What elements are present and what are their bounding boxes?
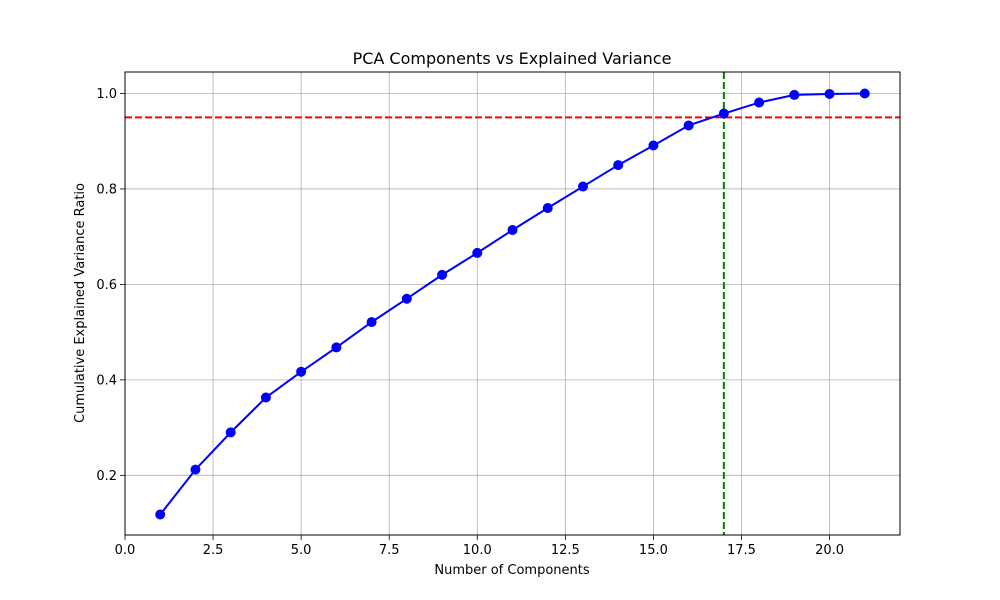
- data-point: [366, 317, 377, 328]
- y-tick-label: 0.2: [96, 469, 117, 484]
- x-tick-label: 2.5: [203, 543, 224, 558]
- data-point: [190, 464, 201, 475]
- data-point: [648, 140, 659, 151]
- plot-frame: [124, 71, 901, 536]
- data-point: [542, 203, 553, 214]
- data-point: [824, 88, 835, 99]
- data-point: [296, 366, 307, 377]
- reference-lines: [125, 72, 900, 535]
- data-point: [507, 224, 518, 235]
- data-point: [401, 293, 412, 304]
- x-tick-label: 7.5: [379, 543, 400, 558]
- data-point: [754, 97, 765, 108]
- series-layer: [155, 88, 870, 520]
- data-point: [683, 120, 694, 131]
- tick-layer: 0.0 2.5 5.0 7.5 10.0 12.5 15.0 17.5 20.0 0.2 0.4 0.…: [96, 87, 844, 558]
- data-point: [613, 160, 624, 171]
- data-point: [472, 247, 483, 258]
- y-axis-label: Cumulative Explained Variance Ratio: [73, 183, 88, 423]
- y-tick-label: 1.0: [96, 87, 117, 102]
- grid-layer: [124, 72, 900, 535]
- data-point: [718, 108, 729, 119]
- x-tick-label: 17.5: [727, 543, 756, 558]
- x-tick-label: 5.0: [291, 543, 312, 558]
- data-point: [859, 88, 870, 99]
- data-point: [155, 509, 166, 520]
- chart-title: PCA Components vs Explained Variance: [353, 49, 672, 68]
- x-tick-label: 12.5: [551, 543, 580, 558]
- x-tick-label: 10.0: [463, 543, 492, 558]
- y-tick-label: 0.4: [96, 373, 117, 388]
- data-point: [260, 392, 271, 403]
- y-tick-label: 0.8: [96, 182, 117, 197]
- x-axis-label: Number of Components: [434, 563, 589, 578]
- data-point: [577, 181, 588, 192]
- data-point: [437, 269, 448, 280]
- x-tick-label: 0.0: [115, 543, 136, 558]
- x-tick-label: 20.0: [815, 543, 844, 558]
- y-tick-label: 0.6: [96, 278, 117, 293]
- x-tick-label: 15.0: [639, 543, 668, 558]
- data-point: [331, 342, 342, 353]
- data-point: [789, 89, 800, 100]
- data-point: [225, 427, 236, 438]
